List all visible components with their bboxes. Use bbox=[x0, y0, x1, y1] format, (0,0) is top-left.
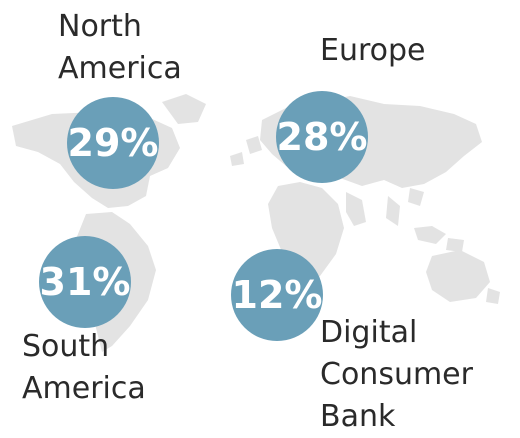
map-landmass bbox=[230, 152, 244, 166]
label-layer: North America Europe South America Digital Con… bbox=[22, 9, 474, 434]
digital-consumer-bank-bubble bbox=[231, 249, 323, 341]
map-landmass bbox=[408, 188, 424, 206]
digital-consumer-bank-label: Bank bbox=[320, 399, 396, 434]
europe-bubble bbox=[276, 91, 368, 183]
map-landmass bbox=[162, 94, 206, 124]
digital-consumer-bank-label: Digital bbox=[320, 315, 417, 350]
south-america-label: America bbox=[22, 371, 146, 406]
map-landmass bbox=[414, 226, 446, 244]
europe-value: 28% bbox=[277, 115, 368, 159]
map-landmass bbox=[446, 238, 464, 252]
north-america-value: 29% bbox=[68, 121, 159, 165]
map-landmass bbox=[346, 192, 366, 226]
north-america-label: America bbox=[58, 51, 182, 86]
south-america-bubble bbox=[39, 236, 131, 328]
digital-consumer-bank-value: 12% bbox=[232, 273, 323, 317]
map-landmass bbox=[486, 288, 500, 304]
bubble-layer: 29% 28% 31% 12% bbox=[39, 91, 368, 341]
map-landmass bbox=[426, 250, 490, 302]
map-landmass bbox=[246, 136, 262, 154]
map-landmass bbox=[386, 196, 400, 226]
europe-label: Europe bbox=[320, 33, 426, 68]
south-america-value: 31% bbox=[40, 260, 131, 304]
south-america-label: South bbox=[22, 329, 109, 364]
digital-consumer-bank-label: Consumer bbox=[320, 357, 474, 392]
north-america-label: North bbox=[58, 9, 142, 44]
north-america-bubble bbox=[67, 97, 159, 189]
